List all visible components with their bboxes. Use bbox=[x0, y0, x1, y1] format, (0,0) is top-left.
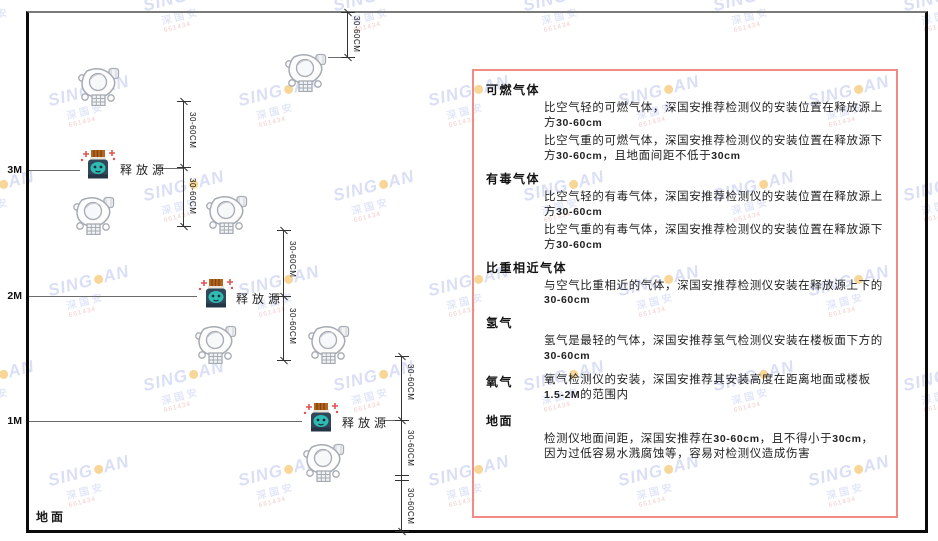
gas-detector-icon bbox=[203, 194, 251, 234]
section-hydrogen: 氢气 氢气是最轻的气体，深国安推荐氢气检测仪安装在楼板面下方的30-60cm bbox=[486, 314, 884, 364]
section-paragraph: 比空气重的有毒气体，深国安推荐检测仪的安装位置在释放源下方30-60cm bbox=[544, 223, 883, 251]
dimension-line-1m: 30-60CM 30-60CM 30-60CM bbox=[395, 352, 415, 536]
dimension-label: 30-60CM bbox=[406, 364, 415, 401]
section-heading: 有毒气体 bbox=[486, 171, 541, 186]
section-heading: 比重相近气体 bbox=[486, 260, 568, 275]
gas-detector-icon bbox=[300, 442, 348, 482]
leader-line-1m bbox=[29, 421, 302, 422]
leader-line-source2-dim bbox=[270, 296, 283, 297]
dimension-label: 30-60CM bbox=[188, 178, 197, 215]
gas-detector-icon bbox=[70, 195, 118, 235]
height-label-3m: 3M bbox=[7, 164, 22, 176]
dimension-label: 30-60CM bbox=[188, 112, 197, 149]
release-source-icon bbox=[302, 401, 340, 437]
watermark-dot-icon bbox=[0, 178, 9, 190]
leader-line-3m bbox=[29, 170, 80, 171]
gas-detector-icon bbox=[192, 324, 240, 364]
section-toxic-gas: 有毒气体 比空气轻的有毒气体，深国安推荐检测仪的安装位置在释放源上方30-60c… bbox=[486, 170, 884, 253]
dimension-label: 30-60CM bbox=[406, 430, 415, 467]
dimension-line-3m: 30-60CM 30-60CM bbox=[177, 97, 197, 231]
watermark-dot-icon bbox=[0, 368, 9, 380]
gas-detector-icon bbox=[282, 52, 330, 92]
leader-line-source1-dim bbox=[384, 420, 401, 421]
section-heading: 氢气 bbox=[486, 316, 514, 331]
section-paragraph: 比空气轻的有毒气体，深国安推荐检测仪的安装位置在释放源上方30-60cm bbox=[544, 190, 883, 218]
leader-line-2m bbox=[29, 296, 197, 297]
release-source-label: 释放源 bbox=[236, 292, 285, 306]
gas-detector-icon bbox=[305, 324, 353, 364]
dimension-label: 30-60CM bbox=[406, 488, 415, 525]
dimension-label: 30-60CM bbox=[352, 16, 361, 53]
release-source-label: 释放源 bbox=[120, 163, 169, 177]
release-source-label: 释放源 bbox=[342, 416, 391, 430]
dimension-line-2m: 30-60CM 30-60CM bbox=[277, 226, 297, 365]
section-paragraph: 比空气重的可燃气体，深国安推荐检测仪的安装位置在释放源下方30-60cm，且地面… bbox=[544, 134, 883, 162]
section-paragraph: 比空气轻的可燃气体，深国安推荐检测仪的安装位置在释放源上方30-60cm bbox=[544, 102, 883, 129]
section-paragraph: 与空气比重相近的气体，深国安推荐检测仪安装在释放源上下的30-60cm bbox=[544, 279, 883, 307]
section-paragraph: 检测仪地面间距，深国安推荐在30-60cm，且不得小于30cm，因为过低容易水溅… bbox=[544, 433, 874, 461]
section-heading: 地面 bbox=[486, 414, 514, 429]
section-heading: 氧气 bbox=[486, 375, 514, 390]
dimension-label: 30-60CM bbox=[288, 308, 297, 345]
release-source-icon bbox=[79, 148, 117, 184]
room-frame bbox=[26, 11, 928, 533]
info-panel: 可燃气体 比空气轻的可燃气体，深国安推荐检测仪的安装位置在释放源上方30-60c… bbox=[472, 69, 898, 518]
section-oxygen: 氧气 氧气检测仪的安装，深国安推荐其安装高度在距离地面或楼板1.5-2M的范围内 bbox=[486, 367, 884, 406]
section-similar-density-gas: 比重相近气体 与空气比重相近的气体，深国安推荐检测仪安装在释放源上下的30-60… bbox=[486, 259, 884, 309]
dimension-label: 30-60CM bbox=[288, 241, 297, 278]
ground-label: 地面 bbox=[36, 510, 67, 524]
section-flammable-gas: 可燃气体 比空气轻的可燃气体，深国安推荐检测仪的安装位置在释放源上方30-60c… bbox=[486, 81, 884, 164]
release-source-icon bbox=[197, 277, 235, 313]
gas-detector-icon bbox=[75, 66, 123, 106]
section-heading: 可燃气体 bbox=[486, 83, 541, 97]
section-ground: 地面 检测仪地面间距，深国安推荐在30-60cm，且不得小于30cm，因为过低容… bbox=[486, 412, 884, 462]
height-label-1m: 1M bbox=[7, 415, 22, 427]
leader-line-ceiling-detector bbox=[328, 57, 347, 58]
leader-line-source3-dim bbox=[156, 168, 183, 169]
section-paragraph: 氧气检测仪的安装，深国安推荐其安装高度在距离地面或楼板1.5-2M的范围内 bbox=[544, 374, 871, 402]
section-paragraph: 氢气是最轻的气体，深国安推荐氢气检测仪安装在楼板面下方的30-60cm bbox=[544, 335, 883, 363]
height-label-2m: 2M bbox=[7, 290, 22, 302]
dimension-line-ceiling: 30-60CM bbox=[341, 8, 361, 62]
